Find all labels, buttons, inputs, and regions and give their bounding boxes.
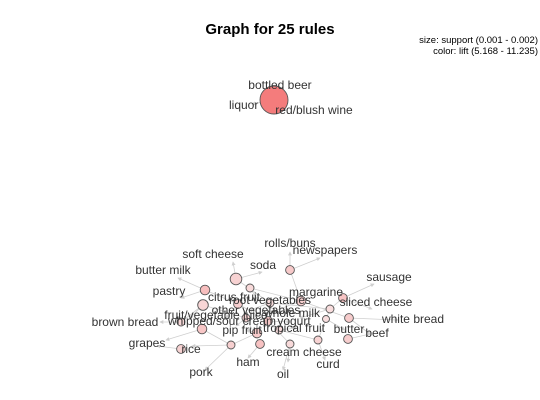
item-other-vegetables: other vegetables — [212, 303, 301, 317]
item-pork: pork — [189, 365, 213, 379]
rule-node-r10 — [338, 293, 348, 303]
rule-node-r23 — [251, 327, 263, 339]
item-newspapers: newspapers — [293, 243, 358, 257]
edge-r2-4 — [289, 257, 321, 271]
edge-r14-22 — [165, 328, 203, 341]
rule-node-r1 — [259, 85, 289, 115]
rule-node-r16 — [263, 316, 273, 326]
legend-color: color: lift (5.168 - 11.235) — [433, 46, 538, 57]
rule-node-r9 — [295, 295, 307, 307]
item-citrus-fruit: citrus fruit — [208, 290, 261, 304]
item-soft-cheese: soft cheese — [182, 247, 244, 261]
rule-node-r12 — [344, 313, 354, 323]
rule-node-r18 — [226, 340, 236, 350]
rule-node-r4 — [245, 283, 255, 293]
rule-node-r13 — [241, 313, 251, 323]
item-ham: ham — [236, 355, 259, 369]
rule-node-r6 — [197, 299, 209, 311]
rule-node-r20 — [285, 339, 295, 349]
item-labels: bottled beer liquor red/blush wine rolls… — [92, 78, 444, 381]
item-margarine: margarine — [289, 285, 343, 299]
edge-r4-r9 — [249, 287, 302, 303]
rule-node-r17 — [322, 315, 330, 323]
edge-r18-19 — [204, 344, 232, 371]
rule-node-r24 — [274, 325, 284, 335]
rule-node-r22 — [313, 335, 323, 345]
item-pastry: pastry — [153, 284, 186, 298]
item-white-bread: white bread — [381, 312, 444, 326]
edge-r20-20 — [281, 343, 291, 371]
rule-node-r7 — [233, 299, 243, 309]
edge-r6-r13 — [202, 304, 247, 319]
rule-node-r5 — [199, 284, 211, 296]
edge-r11-23 — [299, 308, 331, 319]
rule-node-r15 — [176, 317, 186, 327]
edge-r9-r12 — [300, 300, 350, 319]
rule-node-r14 — [196, 323, 208, 335]
edge-r24-r22 — [278, 329, 319, 342]
item-whipped-sour-cream: whipped/sour cream — [167, 314, 276, 328]
item-oil: oil — [277, 367, 289, 381]
item-brown-bread: brown bread — [92, 315, 159, 329]
item-sausage: sausage — [366, 270, 412, 284]
edge-r2-r9 — [289, 269, 302, 302]
item-curd: curd — [316, 357, 339, 371]
item-rolls-buns: rolls/buns — [264, 236, 315, 250]
rule-nodes — [176, 85, 354, 354]
rule-node-r8 — [265, 298, 275, 308]
edge-r11-r22 — [317, 308, 331, 341]
rule-node-r3 — [229, 272, 243, 286]
item-red-blush-wine: red/blush wine — [275, 103, 353, 117]
item-cream-cheese: cream cheese — [266, 345, 342, 359]
item-bottled-beer: bottled beer — [248, 78, 311, 92]
item-soda: soda — [250, 258, 276, 272]
rule-node-r25 — [176, 344, 186, 354]
rule-node-r19 — [255, 339, 265, 349]
item-tropical-fruit: tropical fruit — [263, 321, 326, 335]
item-root-vegetables: root vegetables — [229, 293, 311, 307]
item-beef: beef — [365, 326, 389, 340]
edge-r10-9 — [342, 283, 375, 299]
edge-r5-r7 — [204, 289, 239, 305]
rule-node-r2 — [285, 265, 295, 275]
edge-r14-r18 — [201, 328, 232, 346]
item-butter-milk: butter milk — [135, 263, 191, 277]
rule-node-r11 — [325, 304, 335, 314]
edge-r18-15 — [191, 343, 232, 348]
item-rice: rice — [181, 342, 201, 356]
graph-title: Graph for 25 rules — [205, 21, 334, 38]
item-butter: butter — [334, 322, 365, 336]
item-sliced-cheese: sliced cheese — [340, 295, 413, 309]
item-yogurt: yogurt — [277, 314, 311, 328]
edge-r10-10 — [342, 297, 373, 310]
item-pip-fruit: pip fruit — [222, 323, 262, 337]
edge-r12-11 — [348, 317, 399, 322]
item-grapes: grapes — [129, 336, 166, 350]
legend-size: size: support (0.001 - 0.002) — [419, 35, 538, 46]
rule-node-r21 — [343, 334, 353, 344]
item-whole-milk: whole milk — [263, 306, 321, 320]
item-fruit-vegetable-juice: fruit/vegetable juice — [164, 308, 268, 322]
edge-r7-r16 — [237, 303, 269, 322]
item-liquor: liquor — [229, 98, 258, 112]
